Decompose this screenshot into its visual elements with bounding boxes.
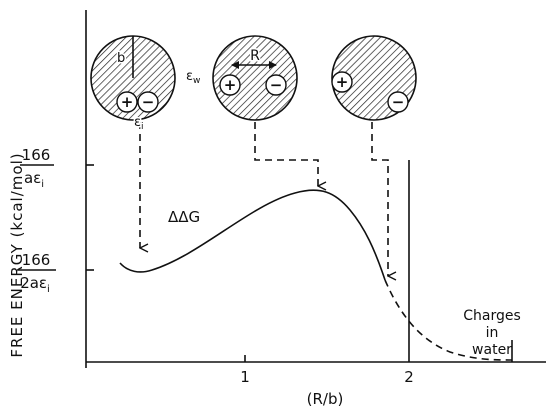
subscript: i <box>47 284 50 295</box>
inner-dielectric: εi <box>134 115 144 132</box>
charge <box>116 91 138 113</box>
sphere: R + − <box>212 35 298 121</box>
denominator-text: 2aε <box>20 274 47 292</box>
energy-curve <box>119 189 386 281</box>
annotation-line: Charges <box>463 308 521 324</box>
arrow <box>371 122 388 276</box>
annotation-line: in <box>486 325 499 341</box>
y-axis-label: FREE ENERGY (kcal/mol) <box>8 152 26 357</box>
sphere: + − <box>331 35 417 121</box>
y-tick-label: 166 2aεi <box>18 251 56 295</box>
numerator: 166 <box>22 251 51 269</box>
charge-sign: + <box>336 73 349 91</box>
sphere: b + − εi <box>90 35 176 134</box>
charge <box>331 71 353 93</box>
charge-sign: + <box>121 93 134 111</box>
charge-sign: + <box>224 76 237 94</box>
subscript: i <box>141 122 144 132</box>
curve-label: ΔΔG <box>168 208 200 226</box>
denominator: 2aεi <box>20 274 50 295</box>
denominator-text: aε <box>24 169 41 187</box>
numerator: 166 <box>22 146 51 164</box>
energy-curve-dashed <box>384 279 513 361</box>
symbol: ε <box>134 115 141 130</box>
denominator: aεi <box>24 169 44 190</box>
x-axis-label: (R/b) <box>307 390 344 408</box>
charge-sign: − <box>392 93 405 111</box>
distance-label: R <box>250 48 260 64</box>
annotation-line: water <box>472 342 512 358</box>
x-tick-label: 1 <box>240 368 250 386</box>
axes <box>85 10 546 368</box>
outer-dielectric: εw <box>186 69 200 86</box>
sphere-body <box>212 35 298 121</box>
annotation: Charges in water <box>463 308 521 358</box>
arrow <box>254 122 318 186</box>
subscript: i <box>41 179 44 190</box>
charge <box>219 74 241 96</box>
charge <box>137 91 159 113</box>
charge <box>265 74 287 96</box>
x-tick-label: 2 <box>404 368 414 386</box>
charge-sign: − <box>270 76 283 94</box>
symbol: ε <box>186 69 193 84</box>
radius-label: b <box>117 51 125 66</box>
subscript: w <box>193 76 200 86</box>
charge <box>387 91 409 113</box>
charge-sign: − <box>142 93 155 111</box>
y-tick-label: 166 aεi <box>20 146 54 190</box>
